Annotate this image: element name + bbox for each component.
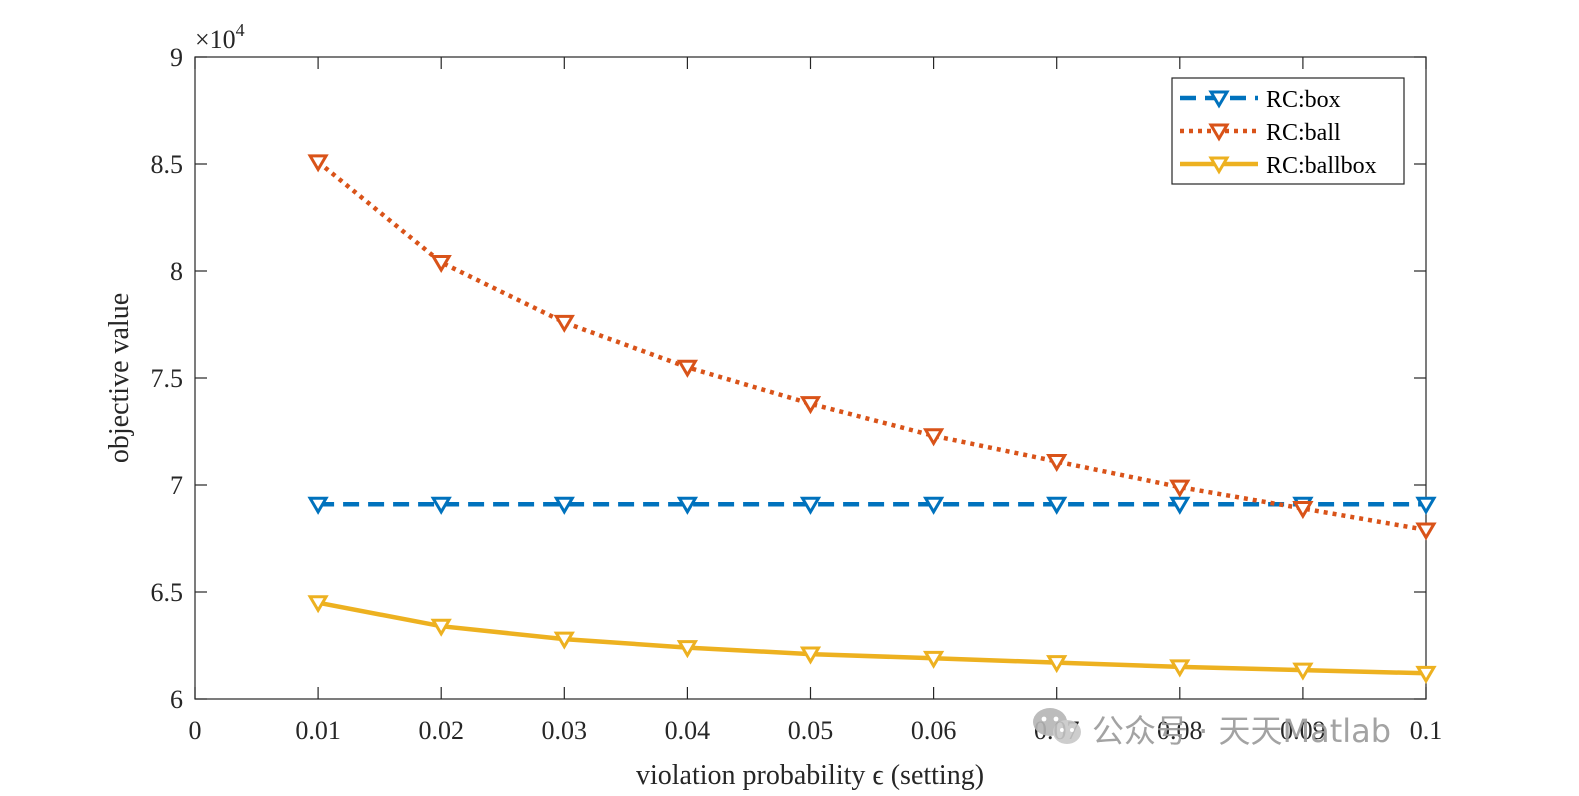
- data-point: [1046, 655, 1068, 674]
- legend: RC:box RC:ball RC:ballbox: [1171, 77, 1405, 185]
- x-tick-label: 0.01: [295, 716, 341, 745]
- watermark-text: 公众号 · 天天Matlab: [1092, 712, 1391, 750]
- data-point: [553, 631, 575, 650]
- y-axis-label: objective value: [104, 293, 135, 463]
- data-point: [922, 496, 945, 515]
- y-tick-label: 7.5: [151, 364, 184, 393]
- legend-entry: RC:box: [1180, 87, 1341, 113]
- data-point: [553, 314, 575, 333]
- y-axis-exponent-base: ×10: [195, 25, 236, 54]
- x-axis-label: violation probability ϵ (setting): [636, 760, 984, 791]
- series-line: [316, 160, 1427, 533]
- legend-label: RC:ballbox: [1266, 153, 1377, 179]
- data-point: [1415, 522, 1437, 541]
- x-tick-label: 0.03: [542, 716, 588, 745]
- data-point: [1292, 662, 1314, 681]
- y-axis-exponent: ×104: [195, 20, 245, 54]
- x-tick-label: 0.02: [418, 716, 464, 745]
- data-point: [430, 254, 452, 273]
- legend-label: RC:box: [1266, 87, 1341, 113]
- y-axis-exponent-power: 4: [236, 20, 245, 40]
- x-tick-label: 0.05: [788, 716, 834, 745]
- legend-entry: RC:ballbox: [1180, 153, 1377, 179]
- data-point: [799, 646, 822, 665]
- y-axis: 6 6.5 7 7.5 8 8.5 9: [151, 43, 1426, 714]
- series-layer: [307, 154, 1437, 684]
- data-point: [307, 496, 329, 515]
- legend-label: RC:ball: [1266, 120, 1341, 146]
- data-point: [676, 640, 699, 659]
- series-line: [317, 600, 1427, 676]
- x-tick-label: 0: [189, 716, 202, 745]
- x-tick-label: 0.08: [1157, 716, 1203, 745]
- y-tick-label: 6.5: [151, 578, 184, 607]
- data-point: [1169, 659, 1191, 678]
- x-tick-label: 0.04: [665, 716, 711, 745]
- y-tick-label: 9: [170, 43, 183, 72]
- data-point: [307, 595, 329, 614]
- data-point: [922, 650, 945, 669]
- y-tick-label: 7: [170, 471, 183, 500]
- data-point: [1292, 501, 1314, 520]
- data-point: [1169, 479, 1191, 498]
- x-tick-label: 0.1: [1410, 716, 1443, 745]
- data-point: [1415, 665, 1437, 684]
- data-point: [799, 396, 822, 415]
- series-RC:ballbox: [307, 595, 1437, 684]
- legend-entry: RC:ball: [1180, 120, 1341, 146]
- data-point: [1169, 496, 1191, 515]
- legend-marker: [1208, 123, 1230, 142]
- watermark: 公众号 · 天天Matlab: [1033, 708, 1391, 750]
- data-point: [1415, 496, 1437, 515]
- data-point: [1046, 496, 1068, 515]
- wechat-icon: [1033, 708, 1081, 744]
- legend-marker: [1208, 156, 1230, 175]
- y-tick-label: 8.5: [151, 150, 184, 179]
- data-point: [307, 154, 329, 173]
- x-axis: 00.010.020.030.040.050.060.070.080.090.1: [189, 57, 1443, 745]
- x-tick-label: 0.06: [911, 716, 957, 745]
- y-tick-label: 6: [170, 685, 183, 714]
- series-RC:ball: [307, 154, 1437, 541]
- data-point: [1046, 453, 1068, 473]
- x-tick-label: 0.09: [1280, 716, 1326, 745]
- data-point: [553, 496, 575, 515]
- data-point: [676, 359, 699, 378]
- data-point: [799, 496, 822, 515]
- data-point: [922, 428, 945, 447]
- data-point: [430, 496, 452, 515]
- data-point: [676, 496, 699, 515]
- y-tick-label: 8: [170, 257, 183, 286]
- data-point: [430, 618, 452, 637]
- legend-marker: [1208, 90, 1230, 109]
